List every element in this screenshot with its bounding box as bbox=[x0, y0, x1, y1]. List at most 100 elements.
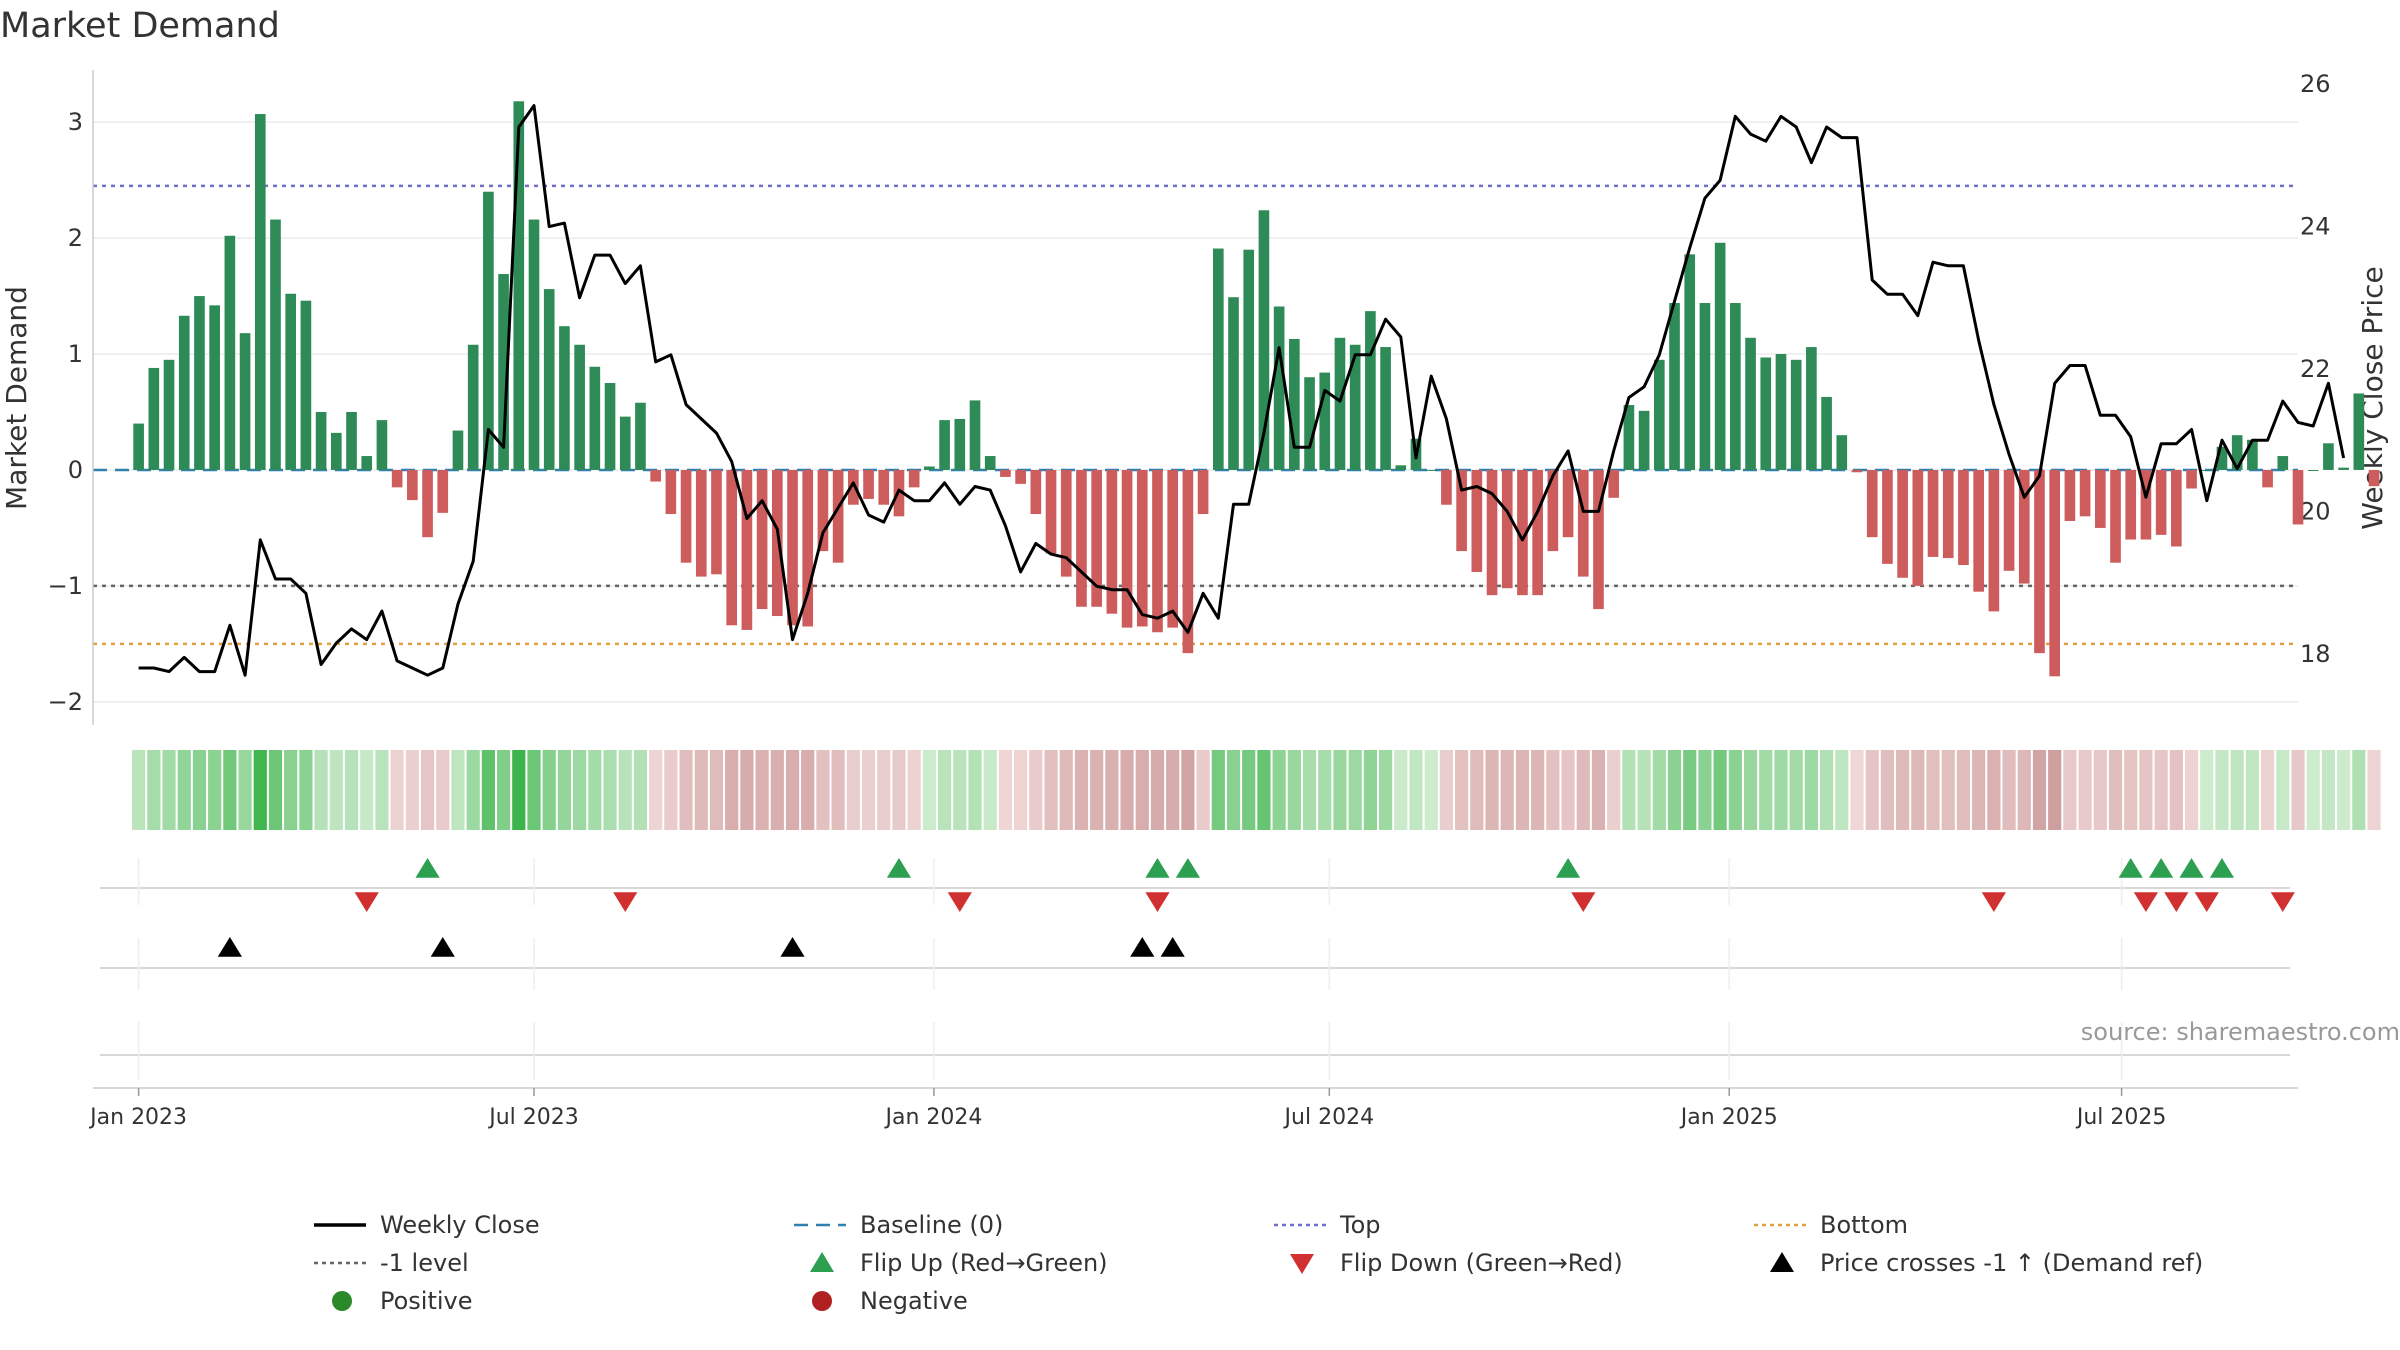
heat-strip-cell bbox=[2017, 750, 2031, 830]
demand-bar bbox=[346, 411, 357, 470]
heat-strip-cell bbox=[1333, 750, 1347, 830]
demand-bar bbox=[695, 469, 707, 577]
heat-strip-cell bbox=[1211, 750, 1225, 830]
heat-strip-cell bbox=[2245, 750, 2259, 830]
right-tick-label: 20 bbox=[2300, 497, 2331, 525]
heat-strip-cell bbox=[238, 750, 252, 830]
right-tick-label: 26 bbox=[2300, 70, 2331, 98]
legend-item: -1 level bbox=[300, 1248, 780, 1278]
demand-bar bbox=[361, 456, 373, 470]
heat-strip-cell bbox=[1911, 750, 1925, 830]
heat-strip-cell bbox=[1576, 750, 1590, 830]
heat-strip-cell bbox=[1120, 750, 1134, 830]
heat-strip-cell bbox=[846, 750, 860, 830]
heat-strip-cell bbox=[801, 750, 815, 830]
demand-bar bbox=[832, 469, 844, 563]
demand-bar bbox=[1927, 469, 1939, 557]
demand-bar bbox=[1045, 469, 1057, 554]
demand-bar bbox=[1136, 469, 1148, 627]
demand-bar bbox=[1988, 469, 2000, 612]
price-cross-marker bbox=[780, 937, 805, 957]
heat-strip-cell bbox=[740, 750, 754, 830]
legend-symbol bbox=[300, 1210, 366, 1240]
heat-strip-cell bbox=[1683, 750, 1697, 830]
heat-strip-cell bbox=[1652, 750, 1666, 830]
heat-strip-cell bbox=[831, 750, 845, 830]
heat-strip-cell bbox=[785, 750, 800, 830]
demand-bar bbox=[1806, 347, 1817, 470]
heat-strip-cell bbox=[268, 750, 283, 830]
heat-strip-cell bbox=[1743, 750, 1758, 830]
demand-bar bbox=[2018, 469, 2030, 584]
demand-bar bbox=[285, 293, 297, 470]
flip-down-marker bbox=[947, 892, 972, 912]
heat-strip-cell bbox=[512, 750, 526, 830]
heat-strip-cell bbox=[1470, 750, 1484, 830]
heat-strip-cell bbox=[1561, 750, 1575, 830]
demand-bar bbox=[802, 469, 814, 627]
price-cross-marker bbox=[430, 937, 455, 957]
demand-bar bbox=[1152, 469, 1163, 633]
demand-bar bbox=[407, 469, 418, 501]
legend-symbol bbox=[300, 1248, 366, 1278]
flip-up-marker bbox=[415, 858, 440, 878]
heat-strip-cell bbox=[953, 750, 967, 830]
demand-bar bbox=[1304, 377, 1315, 470]
heat-strip-cell bbox=[1348, 750, 1362, 830]
heat-strip-cell bbox=[223, 750, 237, 830]
heat-strip-cell bbox=[1196, 750, 1210, 830]
demand-bar bbox=[1076, 469, 1087, 607]
demand-bar bbox=[2064, 469, 2076, 521]
x-tick-label: Jul 2024 bbox=[1283, 1105, 1375, 1130]
demand-bar bbox=[300, 300, 312, 470]
legend-symbol bbox=[1260, 1210, 1326, 1240]
demand-bar bbox=[376, 420, 388, 470]
demand-bar bbox=[604, 383, 616, 470]
demand-bar bbox=[1365, 311, 1376, 470]
demand-bar bbox=[1684, 254, 1696, 470]
demand-bar bbox=[878, 469, 890, 505]
demand-bar bbox=[1547, 469, 1559, 552]
legend: Weekly Close Baseline (0) Top Bottom -1 leve… bbox=[300, 1210, 2220, 1316]
heat-strip-cell bbox=[1667, 750, 1682, 830]
demand-bar bbox=[1958, 469, 1969, 566]
demand-bar bbox=[1273, 306, 1285, 470]
demand-bar bbox=[178, 315, 190, 470]
demand-bar bbox=[908, 469, 920, 488]
demand-bar bbox=[1623, 405, 1635, 470]
demand-bar bbox=[1851, 469, 1863, 473]
demand-bar bbox=[1669, 303, 1680, 470]
heat-strip-cell bbox=[725, 750, 739, 830]
flip-up-marker bbox=[2149, 858, 2174, 878]
heat-strip-cell bbox=[1698, 750, 1712, 830]
demand-bar bbox=[239, 333, 251, 470]
heat-strip-cell bbox=[573, 750, 587, 830]
demand-bar bbox=[1912, 469, 1924, 586]
demand-bar bbox=[1790, 359, 1802, 470]
demand-bar bbox=[726, 469, 738, 626]
demand-bar bbox=[513, 101, 525, 470]
x-tick-label: Jul 2023 bbox=[487, 1105, 579, 1130]
demand-bar bbox=[741, 469, 753, 630]
demand-bar bbox=[939, 420, 950, 470]
heat-strip-cell bbox=[877, 750, 891, 830]
demand-bar bbox=[1106, 469, 1118, 614]
heat-strip-cell bbox=[405, 750, 419, 830]
x-tick-label: Jan 2024 bbox=[883, 1105, 982, 1130]
demand-bar bbox=[330, 432, 342, 470]
heat-strip-cell bbox=[2291, 750, 2305, 830]
demand-bar bbox=[665, 469, 677, 515]
demand-bar bbox=[1425, 469, 1437, 471]
demand-bar bbox=[1638, 410, 1650, 470]
heat-strip-cell bbox=[2200, 750, 2214, 830]
demand-bar bbox=[1441, 469, 1452, 505]
flip-up-marker bbox=[2118, 858, 2143, 878]
legend-item: Top bbox=[1260, 1210, 1740, 1240]
heat-strip-cell bbox=[1394, 750, 1408, 830]
left-tick-label: −2 bbox=[48, 688, 83, 716]
demand-bar bbox=[1532, 469, 1543, 596]
demand-bar bbox=[2231, 435, 2243, 470]
heat-strip-cell bbox=[588, 750, 602, 830]
legend-symbol bbox=[1260, 1248, 1326, 1278]
